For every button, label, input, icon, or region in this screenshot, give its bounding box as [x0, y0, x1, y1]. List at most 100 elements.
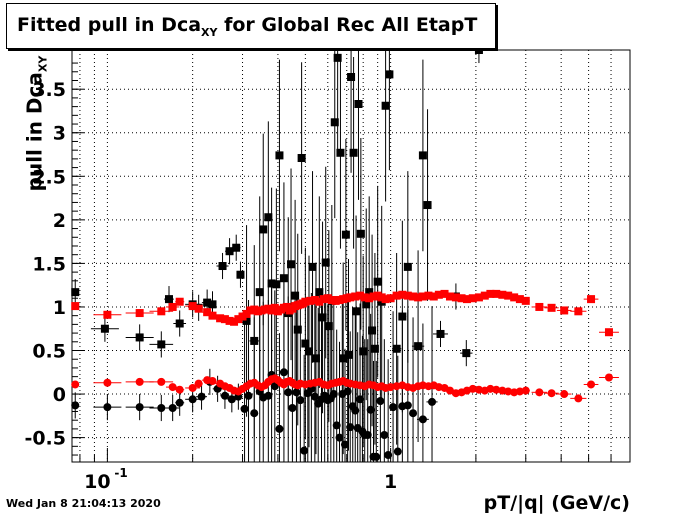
data-point-square: [341, 230, 350, 239]
data-point-circle: [515, 387, 524, 396]
data-point-square: [218, 262, 227, 271]
data-point-circle: [71, 380, 80, 389]
data-point-circle: [574, 394, 583, 403]
data-point-square: [504, 291, 513, 300]
data-point-circle: [376, 397, 385, 406]
data-point-square: [164, 295, 173, 304]
data-point-square: [220, 315, 229, 324]
data-point-circle: [340, 440, 349, 449]
data-point-square: [238, 312, 247, 321]
data-point-square: [291, 291, 300, 300]
data-point-circle: [135, 403, 144, 412]
data-point-square: [275, 151, 284, 160]
data-point-square: [354, 100, 363, 109]
data-point-square: [203, 298, 212, 307]
data-point-circle: [103, 378, 112, 387]
data-point-square: [403, 262, 412, 271]
data-point-square: [236, 270, 245, 279]
data-point-square: [462, 349, 471, 358]
data-point-square: [414, 293, 423, 302]
data-point-square: [175, 319, 184, 328]
data-point-square: [255, 288, 264, 297]
data-point-circle: [264, 391, 273, 400]
data-point-square: [339, 354, 348, 363]
date-stamp: Wed Jan 8 21:04:13 2020: [6, 497, 161, 510]
data-point-square: [333, 53, 342, 62]
data-point-square: [287, 260, 296, 269]
data-point-circle: [366, 405, 375, 414]
data-point-circle: [194, 379, 203, 388]
data-point-square: [330, 118, 339, 127]
data-point-square: [319, 295, 328, 304]
data-point-circle: [288, 403, 297, 412]
data-point-circle: [227, 395, 236, 404]
data-point-square: [386, 294, 395, 303]
data-point-square: [234, 315, 243, 324]
data-point-square: [157, 307, 166, 316]
x-tick-label: 1: [384, 471, 397, 493]
data-point-square: [356, 229, 365, 238]
data-point-square: [310, 295, 319, 304]
data-point-circle: [188, 395, 197, 404]
data-point-square: [71, 288, 80, 297]
data-point-square: [242, 316, 251, 325]
data-point-square: [100, 324, 109, 333]
data-point-square: [462, 295, 471, 304]
data-point-circle: [220, 391, 229, 400]
y-tick-label: 0: [53, 384, 66, 406]
data-point-square: [521, 296, 530, 305]
data-point-square: [208, 311, 217, 320]
data-point-circle: [343, 387, 352, 396]
data-point-circle: [135, 377, 144, 386]
data-point-square: [515, 295, 524, 304]
x-tick-label: 10: [84, 471, 110, 493]
data-point-square: [392, 344, 401, 353]
data-point-square: [365, 294, 374, 303]
data-point-circle: [71, 401, 80, 410]
data-point-square: [216, 314, 225, 323]
data-point-circle: [468, 384, 477, 393]
data-point-square: [474, 46, 483, 54]
data-point-square: [347, 73, 356, 82]
data-point-square: [188, 302, 197, 311]
data-point-circle: [486, 384, 495, 393]
data-point-circle: [310, 392, 319, 401]
data-point-circle: [418, 415, 427, 424]
data-point-circle: [275, 424, 284, 433]
data-point-square: [208, 300, 217, 309]
data-point-square: [351, 292, 360, 301]
data-point-circle: [296, 396, 305, 405]
data-point-square: [305, 347, 314, 356]
title-subscript: XY: [201, 25, 218, 39]
data-point-square: [301, 297, 310, 306]
data-point-circle: [474, 385, 483, 394]
data-point-circle: [389, 403, 398, 412]
y-axis-label: pull in DcaXY: [22, 55, 50, 192]
x-axis-label: pT/|q| (GeV/c): [483, 492, 630, 514]
data-point-circle: [535, 388, 544, 397]
data-point-circle: [560, 390, 569, 399]
data-point-circle: [372, 452, 381, 461]
data-point-square: [451, 293, 460, 302]
data-point-square: [315, 297, 324, 306]
data-point-square: [225, 247, 234, 256]
data-point-square: [301, 339, 310, 348]
data-point-square: [403, 291, 412, 300]
data-point-circle: [492, 385, 501, 394]
data-point-square: [324, 322, 333, 331]
data-point-square: [194, 304, 203, 313]
data-point-square: [398, 290, 407, 299]
data-point-square: [203, 308, 212, 317]
data-point-circle: [386, 383, 395, 392]
data-point-square: [480, 291, 489, 300]
data-point-circle: [604, 373, 613, 382]
data-point-square: [418, 151, 427, 160]
data-point-square: [373, 291, 382, 300]
data-point-square: [423, 201, 432, 210]
data-point-circle: [335, 433, 344, 442]
y-tick-label: 0.5: [32, 341, 66, 363]
data-point-square: [486, 289, 495, 298]
data-point-circle: [175, 398, 184, 407]
chart-title: Fitted pull in DcaXY for Global Rec All …: [17, 14, 477, 39]
